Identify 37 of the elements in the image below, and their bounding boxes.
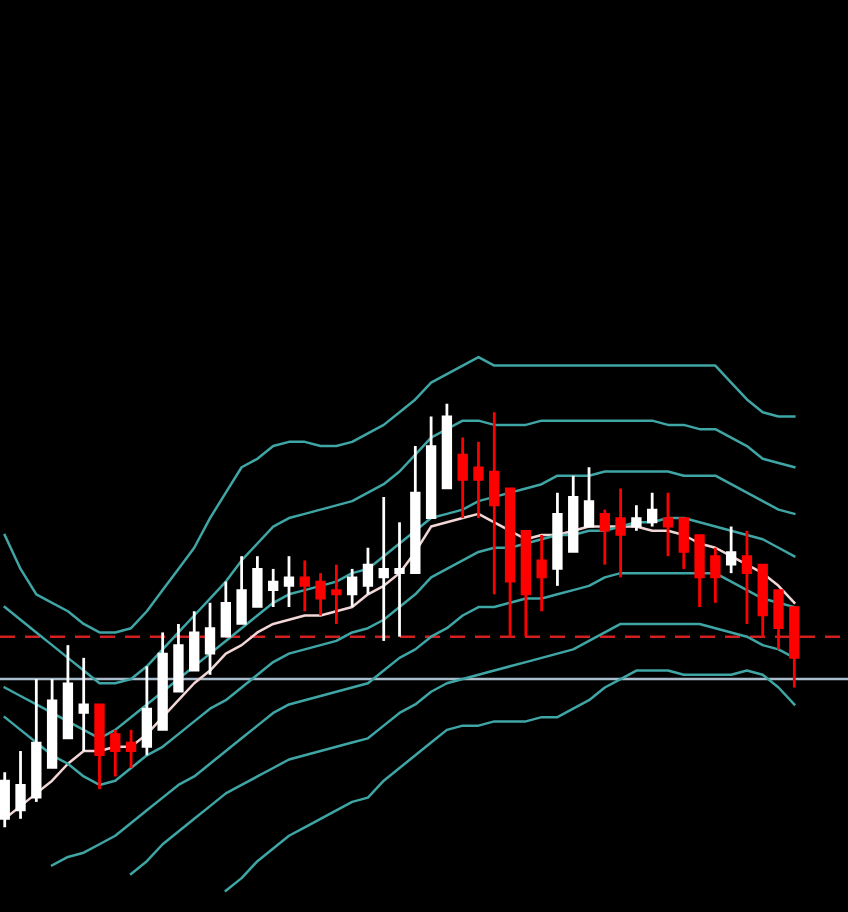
candlestick <box>15 749 26 821</box>
candlestick <box>741 529 753 626</box>
candlestick <box>678 516 689 571</box>
candlestick <box>220 580 231 639</box>
candlestick <box>236 554 247 626</box>
candlestick <box>473 440 484 520</box>
candlestick <box>362 546 374 596</box>
candlestick <box>125 728 137 770</box>
candlestick <box>599 508 610 567</box>
candlestick <box>694 533 705 609</box>
candlestick <box>0 770 10 829</box>
candlestick <box>489 410 500 596</box>
candlestick <box>283 554 295 609</box>
candlestick <box>710 546 721 605</box>
candlestick <box>378 495 389 643</box>
candlestick <box>110 728 121 778</box>
candlestick <box>141 664 153 757</box>
candlestick <box>346 567 358 609</box>
candlestick <box>315 571 326 617</box>
candlestick <box>189 609 200 672</box>
candlestick <box>773 588 784 651</box>
candlestick <box>662 491 674 558</box>
candlestick <box>457 436 468 520</box>
candlestick <box>647 491 658 528</box>
candlestick <box>394 520 405 639</box>
candlestick <box>536 533 547 613</box>
candlestick <box>173 622 184 694</box>
candlestick <box>204 601 216 677</box>
candlestick <box>299 559 310 613</box>
candlestick <box>331 563 342 626</box>
candlestick <box>78 656 89 753</box>
candlestick <box>631 503 642 533</box>
candlestick <box>583 465 595 528</box>
candlestick <box>725 525 737 575</box>
candlestick <box>252 554 263 609</box>
candlestick <box>268 567 279 609</box>
candlestick <box>615 487 626 579</box>
